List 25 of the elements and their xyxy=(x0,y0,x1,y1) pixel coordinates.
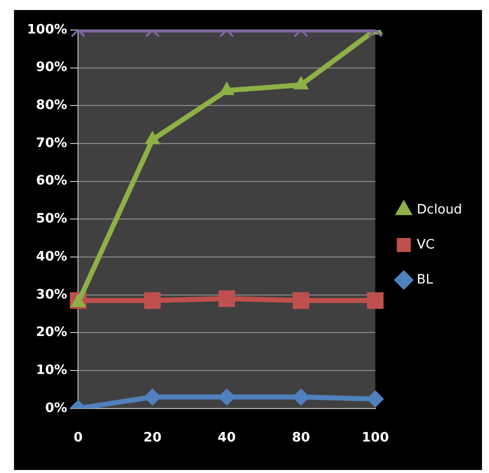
y-tick-label: 40% xyxy=(36,249,68,264)
point xyxy=(366,390,384,408)
y-tick-label: 0% xyxy=(45,400,68,416)
legend-label: VC xyxy=(416,237,435,252)
y-tick-label: 60% xyxy=(36,174,68,189)
y-tick-label: 80% xyxy=(36,98,68,114)
legend-label: BL xyxy=(416,272,434,288)
point xyxy=(144,388,161,406)
y-tick-label: 30% xyxy=(36,287,68,302)
x-tick-label: 100 xyxy=(362,430,389,446)
point xyxy=(144,292,161,309)
point xyxy=(367,292,384,309)
point xyxy=(292,292,310,309)
x-tick-label: 80 xyxy=(292,430,310,446)
y-tick-label: 10% xyxy=(36,362,68,378)
legend-label: Dcloud xyxy=(416,202,462,218)
y-tick-label: 90% xyxy=(36,60,68,76)
x-tick-label: 0 xyxy=(74,430,83,446)
y-tick-label: 50% xyxy=(36,212,68,227)
point xyxy=(218,290,235,307)
y-tick-label: 100% xyxy=(26,22,68,38)
y-tick-label: 70% xyxy=(36,136,68,151)
x-tick-label: 20 xyxy=(143,430,162,446)
y-tick-label: 20% xyxy=(36,325,68,340)
x-tick-label: 40 xyxy=(218,430,236,446)
